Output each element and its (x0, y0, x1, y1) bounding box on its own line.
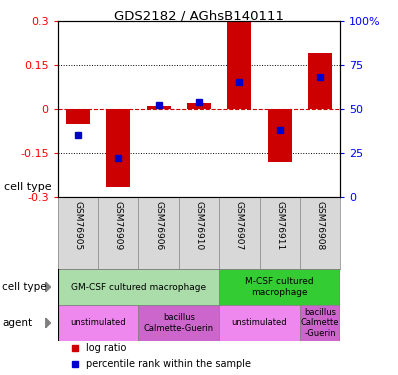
Text: cell type: cell type (4, 183, 52, 192)
Bar (66, 109, 90, 124)
Text: GSM76911: GSM76911 (275, 201, 284, 250)
Bar (106, 109, 131, 187)
Bar (227, 21, 252, 109)
Bar (219, 305, 300, 341)
Text: GSM76906: GSM76906 (154, 201, 163, 250)
Bar (187, 103, 211, 109)
Bar (139, 305, 219, 341)
Bar (219, 269, 340, 305)
Text: GSM76909: GSM76909 (114, 201, 123, 250)
Text: GSM76910: GSM76910 (195, 201, 203, 250)
Text: bacillus
Calmette
-Guerin: bacillus Calmette -Guerin (301, 308, 339, 338)
Text: unstimulated: unstimulated (70, 318, 126, 327)
Text: GM-CSF cultured macrophage: GM-CSF cultured macrophage (71, 282, 206, 291)
Bar (58, 305, 139, 341)
Bar (300, 305, 340, 341)
Text: bacillus
Calmette-Guerin: bacillus Calmette-Guerin (144, 313, 214, 333)
Text: agent: agent (2, 318, 32, 328)
Bar (58, 269, 219, 305)
Text: GDS2182 / AGhsB140111: GDS2182 / AGhsB140111 (114, 9, 284, 22)
Text: log ratio: log ratio (86, 344, 126, 354)
Text: cell type: cell type (2, 282, 47, 292)
Text: percentile rank within the sample: percentile rank within the sample (86, 358, 251, 369)
Text: M-CSF cultured
macrophage: M-CSF cultured macrophage (246, 278, 314, 297)
Bar (267, 109, 292, 162)
Text: GSM76908: GSM76908 (316, 201, 325, 250)
Bar (308, 53, 332, 109)
Text: GSM76907: GSM76907 (235, 201, 244, 250)
Text: GSM76905: GSM76905 (73, 201, 82, 250)
Text: unstimulated: unstimulated (232, 318, 287, 327)
Bar (146, 106, 171, 109)
